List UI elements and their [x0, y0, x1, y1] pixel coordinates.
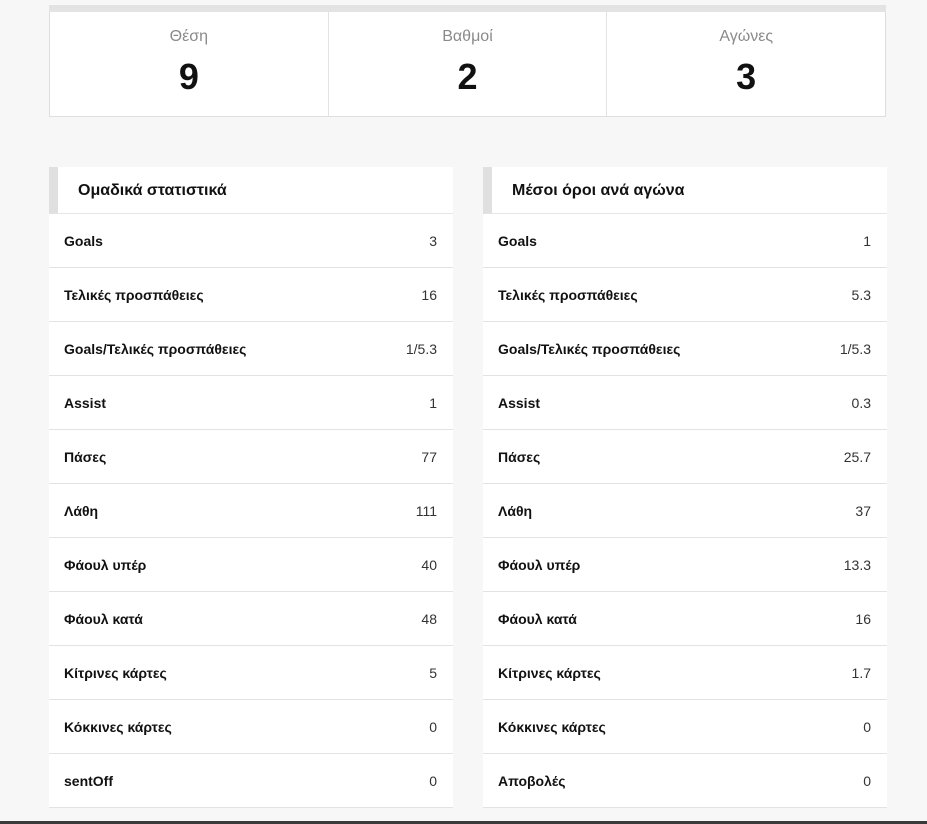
- stat-value: 0: [429, 718, 437, 735]
- stat-row: Κίτρινες κάρτες 5: [49, 646, 453, 700]
- stat-row: Τελικές προσπάθειες 16: [49, 268, 453, 322]
- stat-label: Goals/Τελικές προσπάθειες: [498, 340, 681, 357]
- stat-label: Φάουλ κατά: [498, 610, 577, 627]
- stat-value: 16: [855, 610, 871, 627]
- stat-row: Goals 3: [49, 214, 453, 268]
- summary-label: Θέση: [169, 28, 209, 45]
- stat-label: Πάσες: [64, 448, 107, 465]
- stat-row: sentOff 0: [49, 754, 453, 808]
- stat-value: 0.3: [851, 394, 871, 411]
- summary-bar: Θέση 9 Βαθμοί 2 Αγώνες 3: [49, 5, 886, 117]
- stat-row: Πάσες 77: [49, 430, 453, 484]
- stat-label: Assist: [498, 394, 541, 411]
- stat-value: 13.3: [843, 556, 871, 573]
- stat-label: Φάουλ υπέρ: [64, 556, 147, 573]
- stat-label: Κόκκινες κάρτες: [498, 718, 606, 735]
- averages-list: Goals 1 Τελικές προσπάθειες 5.3 Goals/Τελικέ…: [483, 214, 887, 808]
- stat-row: Goals 1: [483, 214, 887, 268]
- stat-row: Goals/Τελικές προσπάθειες 1/5.3: [49, 322, 453, 376]
- summary-value: 3: [736, 56, 757, 97]
- stat-value: 111: [415, 502, 437, 519]
- stat-value: 3: [429, 232, 437, 249]
- stat-label: Goals: [498, 232, 537, 249]
- bottom-divider: [0, 821, 927, 824]
- stat-value: 0: [863, 772, 871, 789]
- stat-label: Αποβολές: [498, 772, 566, 789]
- stat-value: 25.7: [843, 448, 871, 465]
- summary-position: Θέση 9: [50, 5, 329, 116]
- stat-row: Goals/Τελικές προσπάθειες 1/5.3: [483, 322, 887, 376]
- panel-title: Μέσοι όροι ανά αγώνα: [483, 167, 887, 214]
- panel-title: Ομαδικά στατιστικά: [49, 167, 453, 214]
- stat-value: 1: [863, 232, 871, 249]
- stat-row: Λάθη 111: [49, 484, 453, 538]
- stat-label: Assist: [64, 394, 107, 411]
- stat-row: Φάουλ κατά 16: [483, 592, 887, 646]
- stat-label: Φάουλ κατά: [64, 610, 143, 627]
- stat-label: Τελικές προσπάθειες: [64, 286, 204, 303]
- stat-value: 5: [429, 664, 437, 681]
- summary-label: Βαθμοί: [442, 28, 493, 45]
- stat-row: Assist 0.3: [483, 376, 887, 430]
- stat-row: Κόκκινες κάρτες 0: [49, 700, 453, 754]
- stat-label: sentOff: [64, 772, 113, 789]
- stat-label: Λάθη: [498, 502, 533, 519]
- summary-label: Αγώνες: [719, 28, 774, 45]
- team-stats-list: Goals 3 Τελικές προσπάθειες 16 Goals/Τελικές…: [49, 214, 453, 808]
- team-stats-panel: Ομαδικά στατιστικά Goals 3 Τελικές προσπάθ…: [49, 167, 453, 808]
- stat-value: 1: [429, 394, 437, 411]
- stat-row: Φάουλ κατά 48: [49, 592, 453, 646]
- summary-value: 9: [178, 56, 199, 97]
- stat-row: Κίτρινες κάρτες 1.7: [483, 646, 887, 700]
- stat-value: 16: [421, 286, 437, 303]
- stat-value: 0: [429, 772, 437, 789]
- stat-label: Κίτρινες κάρτες: [64, 664, 167, 681]
- stat-row: Φάουλ υπέρ 13.3: [483, 538, 887, 592]
- stat-value: 5.3: [851, 286, 871, 303]
- stat-label: Κόκκινες κάρτες: [64, 718, 172, 735]
- stat-row: Αποβολές 0: [483, 754, 887, 808]
- stat-value: 1/5.3: [405, 340, 437, 357]
- stat-value: 1.7: [851, 664, 871, 681]
- stat-value: 0: [863, 718, 871, 735]
- stat-value: 77: [421, 448, 437, 465]
- stat-label: Πάσες: [498, 448, 541, 465]
- stat-label: Κίτρινες κάρτες: [498, 664, 601, 681]
- summary-matches: Αγώνες 3: [607, 5, 885, 116]
- summary-points: Βαθμοί 2: [329, 5, 608, 116]
- stat-value: 1/5.3: [839, 340, 871, 357]
- stat-row: Κόκκινες κάρτες 0: [483, 700, 887, 754]
- summary-value: 2: [457, 56, 478, 97]
- stat-label: Goals/Τελικές προσπάθειες: [64, 340, 247, 357]
- stat-value: 37: [855, 502, 871, 519]
- stat-label: Goals: [64, 232, 103, 249]
- averages-panel: Μέσοι όροι ανά αγώνα Goals 1 Τελικές προσπ…: [483, 167, 887, 808]
- stat-label: Τελικές προσπάθειες: [498, 286, 638, 303]
- stat-value: 48: [421, 610, 437, 627]
- stat-row: Τελικές προσπάθειες 5.3: [483, 268, 887, 322]
- stat-value: 40: [421, 556, 437, 573]
- stat-row: Assist 1: [49, 376, 453, 430]
- stat-row: Λάθη 37: [483, 484, 887, 538]
- stat-row: Πάσες 25.7: [483, 430, 887, 484]
- stat-label: Φάουλ υπέρ: [498, 556, 581, 573]
- stat-row: Φάουλ υπέρ 40: [49, 538, 453, 592]
- stat-label: Λάθη: [64, 502, 99, 519]
